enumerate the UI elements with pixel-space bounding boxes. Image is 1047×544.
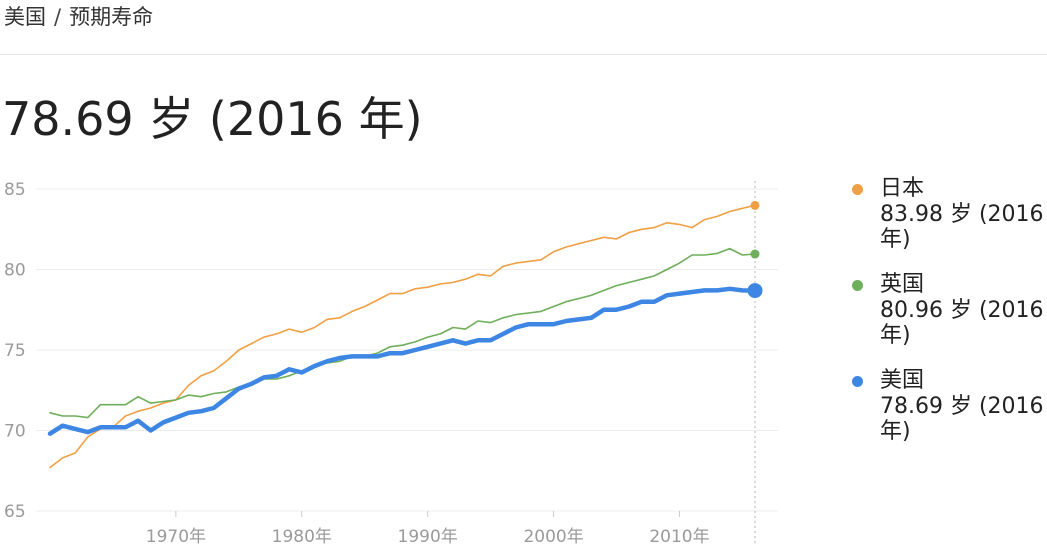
- legend-dot-us: [852, 376, 863, 387]
- x-axis: 1970年 1980年 1990年 2000年 2010年: [146, 511, 710, 544]
- x-tick-label: 1990年: [398, 527, 458, 544]
- breadcrumb-metric: 预期寿命: [69, 5, 154, 29]
- x-tick-label: 1980年: [272, 527, 332, 544]
- y-tick-label: 85: [4, 180, 26, 200]
- x-tick-label: 2000年: [523, 527, 583, 544]
- header-divider: [0, 54, 1047, 55]
- legend-name: 英国: [880, 272, 925, 297]
- headline-value: 78.69 岁 (2016 年): [2, 92, 423, 146]
- series-lines: [47, 204, 758, 469]
- end-marker-us: [747, 283, 763, 299]
- legend-item-japan[interactable]: 日本 83.98 岁 (2016 年): [852, 176, 1047, 252]
- y-axis: 85 80 75 70 65: [4, 180, 26, 522]
- end-marker-uk: [750, 249, 760, 259]
- legend-item-uk[interactable]: 英国 80.96 岁 (2016 年): [852, 272, 1047, 348]
- legend-item-us[interactable]: 美国 78.69 岁 (2016 年): [852, 368, 1047, 444]
- series-line-japan: [49, 204, 756, 469]
- grid: [36, 181, 778, 544]
- legend-name: 美国: [880, 368, 925, 393]
- breadcrumb-country-link[interactable]: 美国: [4, 5, 46, 29]
- y-tick-label: 80: [4, 261, 26, 281]
- legend-dot-uk: [852, 280, 863, 291]
- legend-value: 78.69 岁 (2016 年): [880, 394, 1044, 444]
- series-line-uk: [49, 247, 756, 419]
- x-tick-label: 2010年: [649, 527, 709, 544]
- y-tick-label: 65: [4, 502, 26, 522]
- life-expectancy-chart[interactable]: 85 80 75 70 65 1970年 1980年 1990年 2000年 2010年: [0, 165, 800, 544]
- x-tick-label: 1970年: [146, 527, 206, 544]
- legend-dot-japan: [852, 184, 863, 195]
- legend-value: 80.96 岁 (2016 年): [880, 298, 1044, 348]
- legend: 日本 83.98 岁 (2016 年) 英国 80.96 岁 (2016 年) …: [852, 176, 1047, 464]
- y-tick-label: 70: [4, 422, 26, 442]
- legend-value: 83.98 岁 (2016 年): [880, 202, 1044, 252]
- breadcrumb-separator: /: [54, 5, 62, 29]
- legend-name: 日本: [880, 176, 925, 201]
- end-markers: [747, 200, 763, 299]
- end-marker-japan: [750, 200, 760, 210]
- breadcrumb: 美国 / 预期寿命: [4, 0, 153, 34]
- series-line-us: [47, 286, 758, 436]
- y-tick-label: 75: [4, 341, 26, 361]
